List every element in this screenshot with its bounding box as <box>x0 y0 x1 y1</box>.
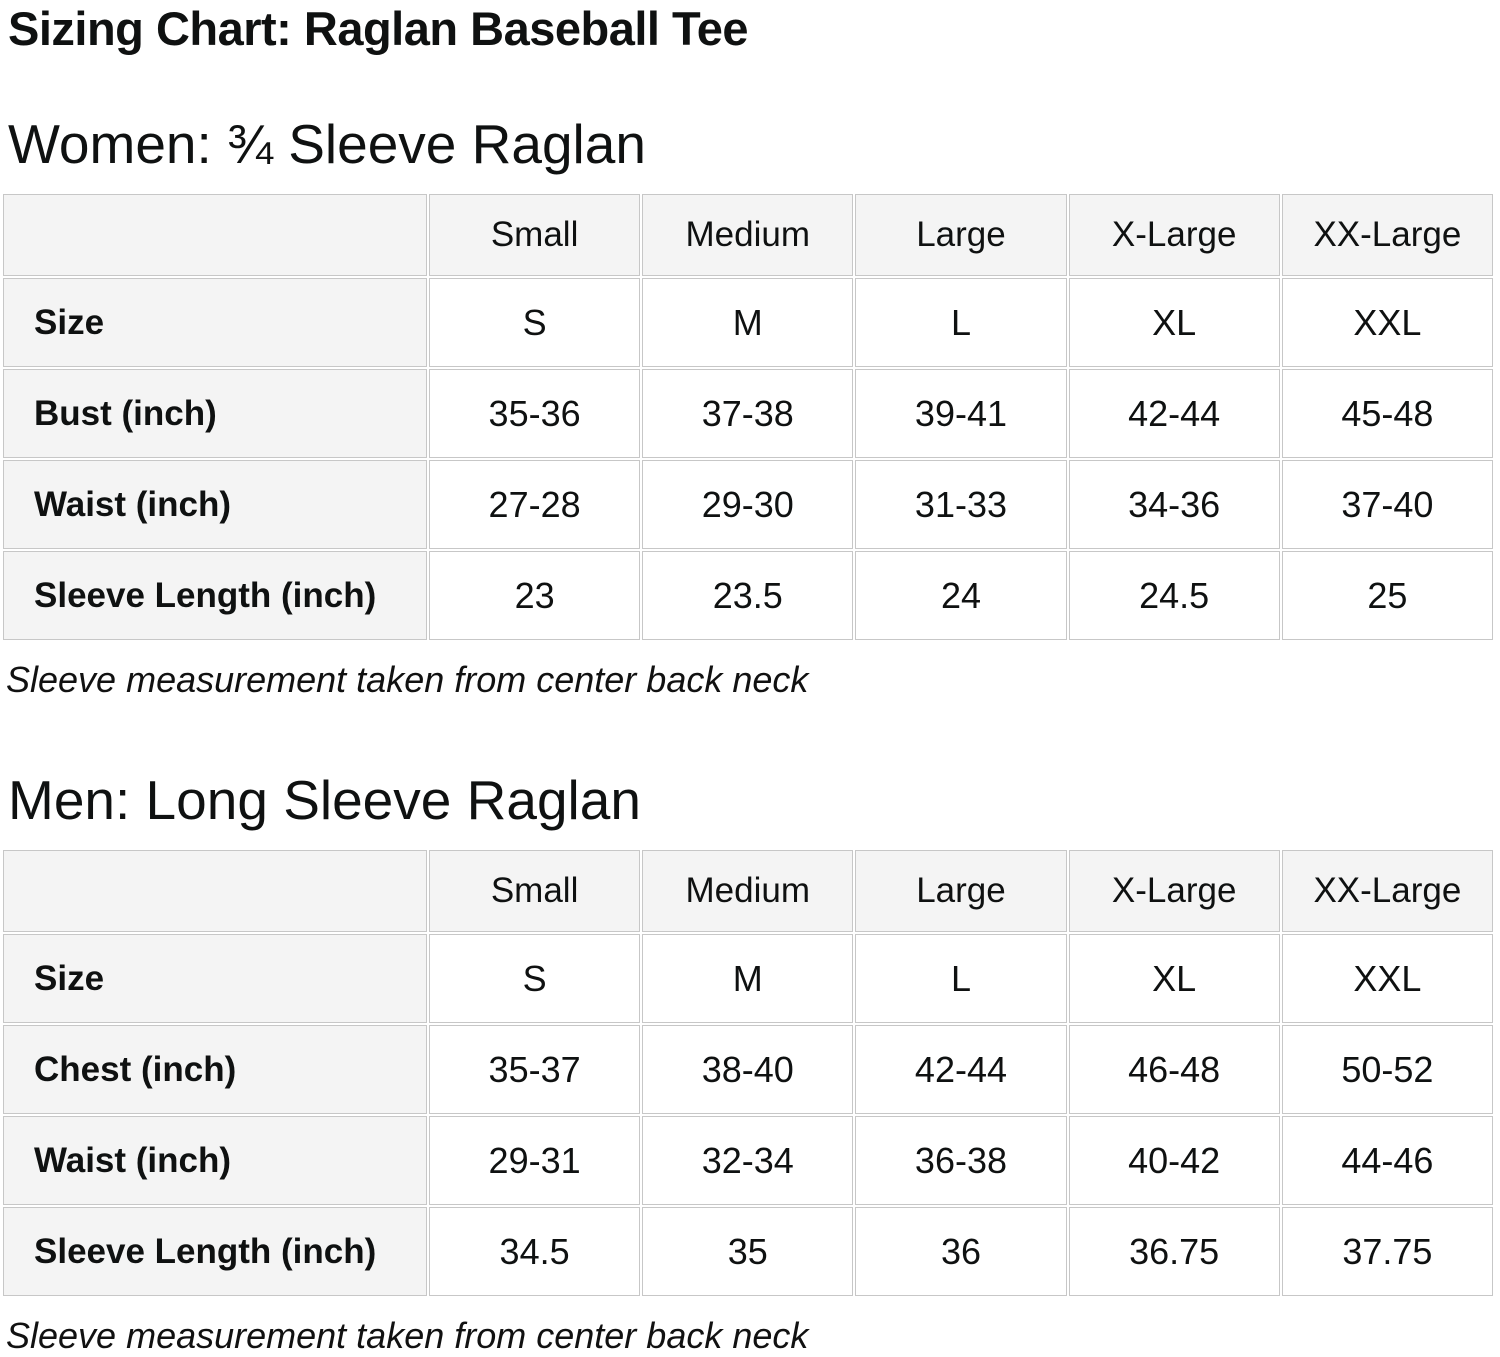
cell: 35 <box>642 1207 854 1297</box>
women-row-sleeve-length: Sleeve Length (inch) 23 23.5 24 24.5 25 <box>3 551 1493 641</box>
cell: S <box>429 934 641 1024</box>
cell: 46-48 <box>1068 1025 1280 1115</box>
men-col-header-small: Small <box>429 850 641 933</box>
women-row-bust: Bust (inch) 35-36 37-38 39-41 42-44 45-4… <box>3 369 1493 459</box>
women-header-row: Small Medium Large X-Large XX-Large <box>3 194 1493 277</box>
cell: 45-48 <box>1281 369 1493 459</box>
women-row-waist: Waist (inch) 27-28 29-30 31-33 34-36 37-… <box>3 460 1493 550</box>
women-size-table: Small Medium Large X-Large XX-Large Size… <box>1 192 1495 642</box>
size-chart-page: Sizing Chart: Raglan Baseball Tee Women:… <box>0 4 1500 1357</box>
men-col-header-large: Large <box>855 850 1067 933</box>
cell: 38-40 <box>642 1025 854 1115</box>
row-label: Bust (inch) <box>3 369 427 459</box>
section-heading-men: Men: Long Sleeve Raglan <box>8 769 641 832</box>
cell: 29-30 <box>642 460 854 550</box>
row-label: Size <box>3 278 427 368</box>
cell: M <box>642 934 854 1024</box>
cell: 42-44 <box>855 1025 1067 1115</box>
women-corner-cell <box>3 194 427 277</box>
men-row-sleeve-length: Sleeve Length (inch) 34.5 35 36 36.75 37… <box>3 1207 1493 1297</box>
men-header-row: Small Medium Large X-Large XX-Large <box>3 850 1493 933</box>
cell: S <box>429 278 641 368</box>
men-corner-cell <box>3 850 427 933</box>
cell: 36.75 <box>1068 1207 1280 1297</box>
row-label: Sleeve Length (inch) <box>3 1207 427 1297</box>
cell: 37-38 <box>642 369 854 459</box>
cell: 36 <box>855 1207 1067 1297</box>
men-row-waist: Waist (inch) 29-31 32-34 36-38 40-42 44-… <box>3 1116 1493 1206</box>
women-col-header-small: Small <box>429 194 641 277</box>
row-label: Sleeve Length (inch) <box>3 551 427 641</box>
men-col-header-medium: Medium <box>642 850 854 933</box>
row-label: Size <box>3 934 427 1024</box>
cell: 35-36 <box>429 369 641 459</box>
cell: 36-38 <box>855 1116 1067 1206</box>
cell: 40-42 <box>1068 1116 1280 1206</box>
men-row-size: Size S M L XL XXL <box>3 934 1493 1024</box>
cell: XXL <box>1281 278 1493 368</box>
cell: 29-31 <box>429 1116 641 1206</box>
men-measurement-note: Sleeve measurement taken from center bac… <box>6 1315 809 1357</box>
row-label: Waist (inch) <box>3 460 427 550</box>
cell: 27-28 <box>429 460 641 550</box>
cell: XL <box>1068 934 1280 1024</box>
cell: 35-37 <box>429 1025 641 1115</box>
men-size-table: Small Medium Large X-Large XX-Large Size… <box>1 848 1495 1298</box>
women-col-header-xxlarge: XX-Large <box>1281 194 1493 277</box>
cell: L <box>855 278 1067 368</box>
cell: 50-52 <box>1281 1025 1493 1115</box>
cell: 37.75 <box>1281 1207 1493 1297</box>
women-col-header-medium: Medium <box>642 194 854 277</box>
page-title: Sizing Chart: Raglan Baseball Tee <box>8 2 749 55</box>
women-measurement-note: Sleeve measurement taken from center bac… <box>6 659 809 701</box>
cell: L <box>855 934 1067 1024</box>
section-women: Women: ¾ Sleeve Raglan Small Medium Larg… <box>0 116 1500 700</box>
cell: 37-40 <box>1281 460 1493 550</box>
cell: 24.5 <box>1068 551 1280 641</box>
cell: 32-34 <box>642 1116 854 1206</box>
cell: 39-41 <box>855 369 1067 459</box>
cell: 31-33 <box>855 460 1067 550</box>
cell: M <box>642 278 854 368</box>
cell: 44-46 <box>1281 1116 1493 1206</box>
cell: XL <box>1068 278 1280 368</box>
men-col-header-xlarge: X-Large <box>1068 850 1280 933</box>
cell: 34.5 <box>429 1207 641 1297</box>
women-col-header-xlarge: X-Large <box>1068 194 1280 277</box>
row-label: Chest (inch) <box>3 1025 427 1115</box>
cell: 34-36 <box>1068 460 1280 550</box>
cell: 25 <box>1281 551 1493 641</box>
cell: 23.5 <box>642 551 854 641</box>
women-row-size: Size S M L XL XXL <box>3 278 1493 368</box>
men-col-header-xxlarge: XX-Large <box>1281 850 1493 933</box>
section-heading-women: Women: ¾ Sleeve Raglan <box>8 113 646 176</box>
cell: 23 <box>429 551 641 641</box>
cell: 24 <box>855 551 1067 641</box>
section-men: Men: Long Sleeve Raglan Small Medium Lar… <box>0 772 1500 1356</box>
cell: 42-44 <box>1068 369 1280 459</box>
women-col-header-large: Large <box>855 194 1067 277</box>
row-label: Waist (inch) <box>3 1116 427 1206</box>
cell: XXL <box>1281 934 1493 1024</box>
men-row-chest: Chest (inch) 35-37 38-40 42-44 46-48 50-… <box>3 1025 1493 1115</box>
